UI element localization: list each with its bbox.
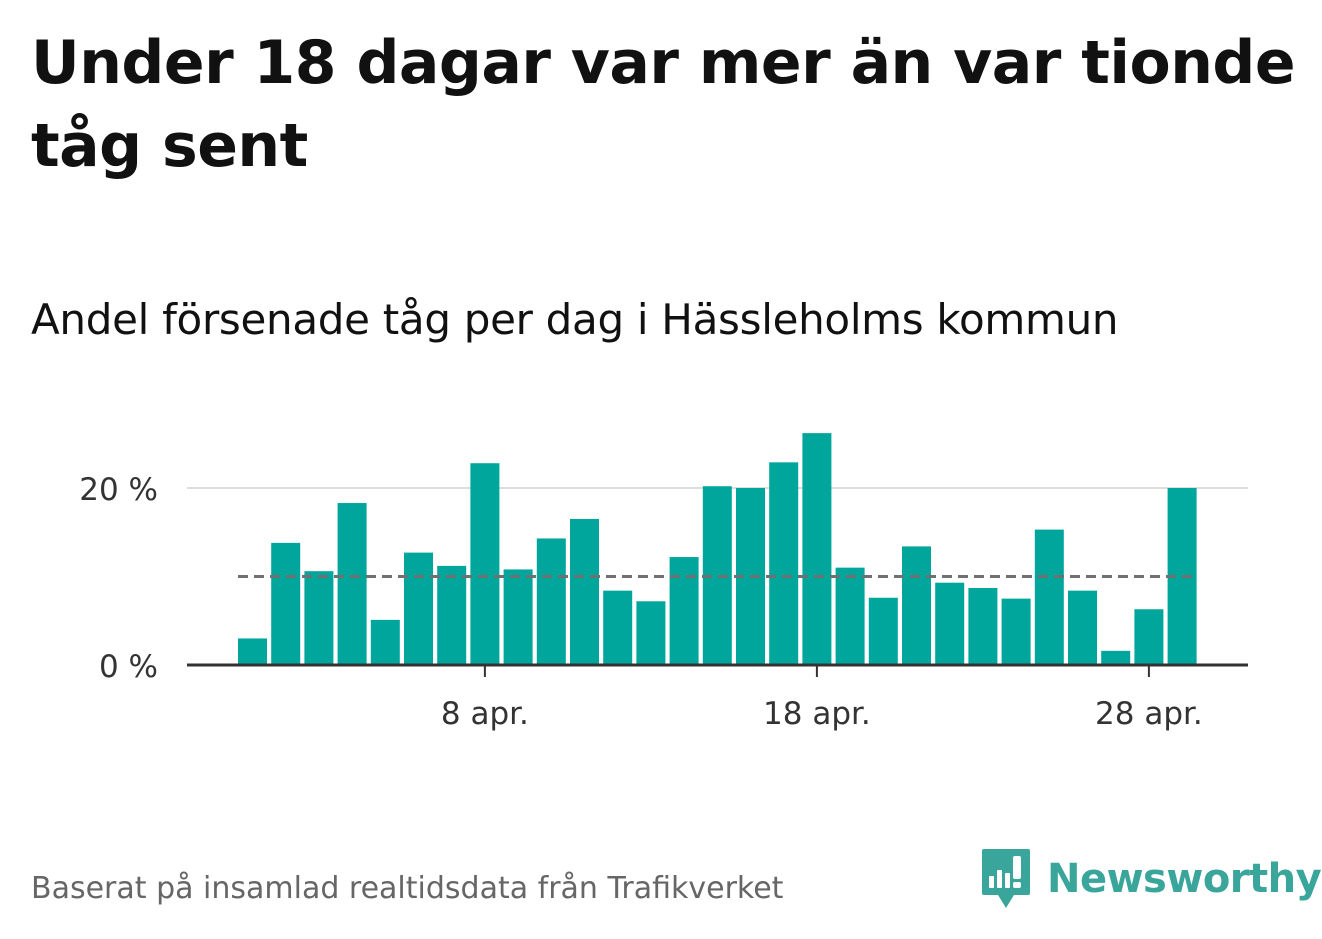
bar-2026-04-04 [337,503,367,665]
bar-2026-04-09 [503,569,533,665]
chart-subtitle: Andel försenade tåg per dag i Hässleholm… [31,295,1119,344]
bar-2026-04-22 [935,582,965,665]
chart-title: Under 18 dagar var mer än var tionde tåg… [31,28,1296,181]
bar-2026-04-01 [238,638,267,665]
bar-2026-04-12 [603,590,633,665]
x-tick-label: 18 apr. [763,696,871,732]
bar-2026-04-11 [570,518,599,665]
bar-2026-04-05 [370,619,400,665]
axes [187,663,1248,677]
bar-2026-04-26 [1068,590,1097,665]
bar-2026-04-08 [470,463,500,665]
bar-2026-04-03 [304,571,334,665]
bar-2026-04-21 [902,546,931,665]
newsworthy-logo-icon [982,849,1030,908]
bar-2026-04-14 [669,557,699,665]
bar-2026-04-20 [868,597,898,665]
x-tick-label: 28 apr. [1095,696,1203,732]
tick-labels: 8 apr. 18 apr. 28 apr. 0 % 20 % [79,472,1203,732]
bar-2026-04-06 [404,552,433,665]
bars [238,433,1197,665]
brand-name: Newsworthy [1047,856,1322,902]
bar-2026-04-25 [1034,529,1064,665]
bar-2026-04-28 [1134,609,1164,665]
newsworthy-brand[interactable]: Newsworthy [981,848,1322,910]
bar-2026-04-23 [968,588,998,665]
bar-2026-04-02 [271,542,301,665]
bar-2026-04-27 [1101,650,1131,665]
bar-2026-04-19 [835,567,865,665]
bar-2026-04-17 [769,462,799,665]
bar-2026-04-24 [1001,598,1031,665]
source-note: Baserat på insamlad realtidsdata från Tr… [31,871,784,906]
y-tick-label: 20 % [79,472,158,508]
x-tick-label: 8 apr. [441,696,529,732]
y-tick-label: 0 % [99,649,158,685]
bar-2026-04-18 [802,433,832,665]
bar-2026-04-10 [536,538,566,665]
bar-2026-04-13 [636,601,666,665]
bar-2026-04-07 [437,565,467,665]
